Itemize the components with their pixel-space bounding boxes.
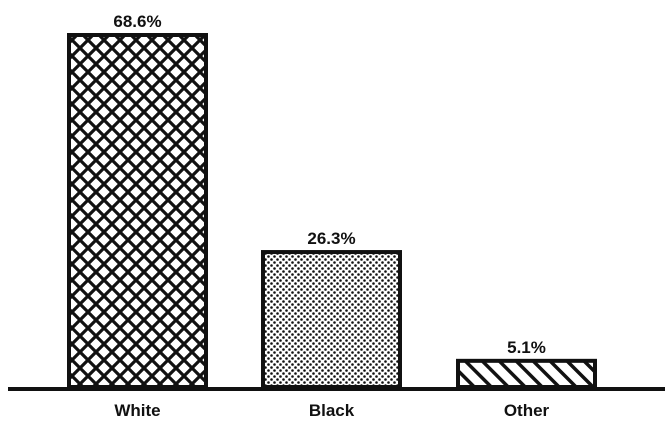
bars-group — [67, 33, 597, 389]
bar-white — [67, 33, 208, 389]
labels-group: 68.6% White 26.3% Black 5.1% Other — [113, 12, 549, 420]
category-label-black: Black — [309, 401, 355, 420]
value-label-other: 5.1% — [507, 338, 546, 357]
value-label-black: 26.3% — [307, 229, 355, 248]
bar-other — [456, 358, 597, 389]
category-label-white: White — [114, 401, 160, 420]
bar-black — [261, 250, 402, 389]
value-label-white: 68.6% — [113, 12, 161, 31]
category-label-other: Other — [504, 401, 550, 420]
